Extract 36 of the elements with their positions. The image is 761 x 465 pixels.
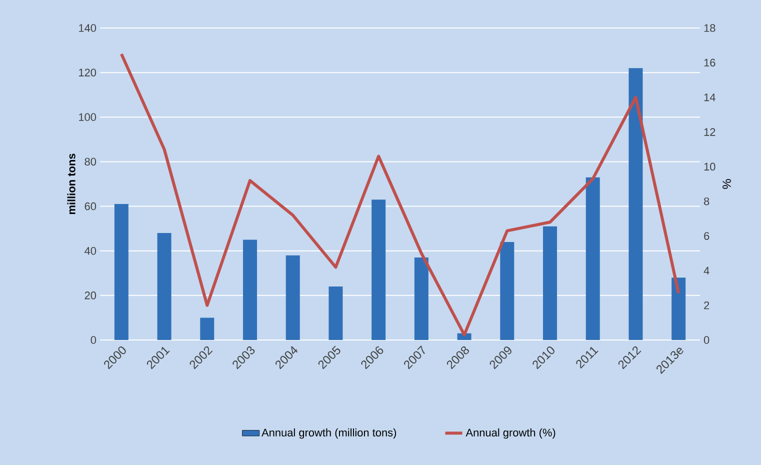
y2-tick-label: 18 [704, 24, 716, 32]
bar [414, 258, 428, 340]
bar [628, 68, 643, 340]
y-tick-label: 80 [84, 158, 96, 166]
y-tick-label: 120 [79, 68, 96, 76]
bar [243, 240, 258, 340]
bar [500, 242, 514, 340]
legend-label: Annual growth (million tons) [262, 428, 396, 439]
y2-tick-label: 10 [704, 162, 716, 171]
y2-tick-label: 14 [704, 94, 716, 102]
line-series [120, 52, 680, 336]
y2-tick-label: 16 [704, 58, 716, 67]
y2-axis-title: % [722, 179, 731, 189]
bar [286, 255, 300, 340]
y2-tick-label: 12 [704, 128, 716, 136]
y2-tick-label: 0 [704, 336, 710, 344]
bar [157, 233, 172, 340]
y2-tick-label: 6 [704, 232, 710, 240]
bar [586, 177, 600, 340]
y2-tick-label: 4 [704, 266, 710, 274]
y2-tick-label: 8 [704, 197, 710, 206]
y-axis-title: million tons [67, 154, 76, 214]
y-tick-label: 60 [84, 202, 96, 210]
bar [200, 318, 214, 340]
y-tick-label: 140 [79, 24, 96, 32]
y-tick-label: 40 [84, 246, 96, 255]
bar [328, 286, 343, 340]
bar [672, 278, 686, 340]
bar [114, 204, 128, 340]
bar [372, 200, 386, 340]
bar [543, 226, 558, 340]
y-tick-label: 0 [90, 336, 96, 344]
legend-label: Annual growth (%) [466, 428, 556, 439]
y2-tick-label: 2 [704, 302, 710, 310]
y-tick-label: 100 [79, 113, 96, 122]
y-tick-label: 20 [84, 292, 96, 300]
